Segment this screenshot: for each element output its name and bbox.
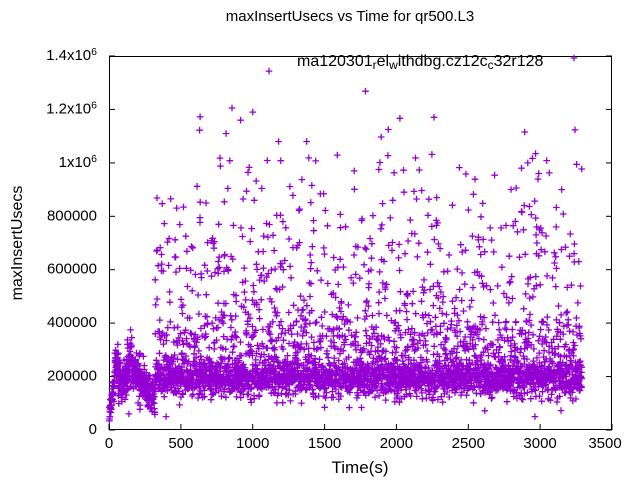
svg-text:1500: 1500 bbox=[308, 435, 341, 452]
svg-text:1.4x106: 1.4x106 bbox=[46, 46, 97, 64]
svg-text:Time(s): Time(s) bbox=[332, 458, 389, 477]
svg-text:2500: 2500 bbox=[452, 435, 485, 452]
svg-text:200000: 200000 bbox=[47, 368, 97, 385]
svg-text:3000: 3000 bbox=[523, 435, 556, 452]
svg-text:0: 0 bbox=[89, 421, 97, 438]
svg-text:400000: 400000 bbox=[47, 314, 97, 331]
svg-text:1000: 1000 bbox=[236, 435, 269, 452]
svg-text:0: 0 bbox=[105, 435, 113, 452]
svg-text:maxInsertUsecs vs Time for qr5: maxInsertUsecs vs Time for qr500.L3 bbox=[226, 8, 474, 25]
svg-text:maxInsertUsecs: maxInsertUsecs bbox=[9, 186, 26, 301]
svg-text:3500: 3500 bbox=[588, 435, 621, 452]
svg-text:800000: 800000 bbox=[47, 207, 97, 224]
svg-text:2000: 2000 bbox=[380, 435, 413, 452]
svg-text:500: 500 bbox=[168, 435, 193, 452]
svg-text:600000: 600000 bbox=[47, 261, 97, 278]
svg-text:1.2x106: 1.2x106 bbox=[46, 99, 97, 117]
svg-text:ma120301relwithdbg.cz12cc32r12: ma120301relwithdbg.cz12cc32r128 bbox=[297, 53, 544, 72]
